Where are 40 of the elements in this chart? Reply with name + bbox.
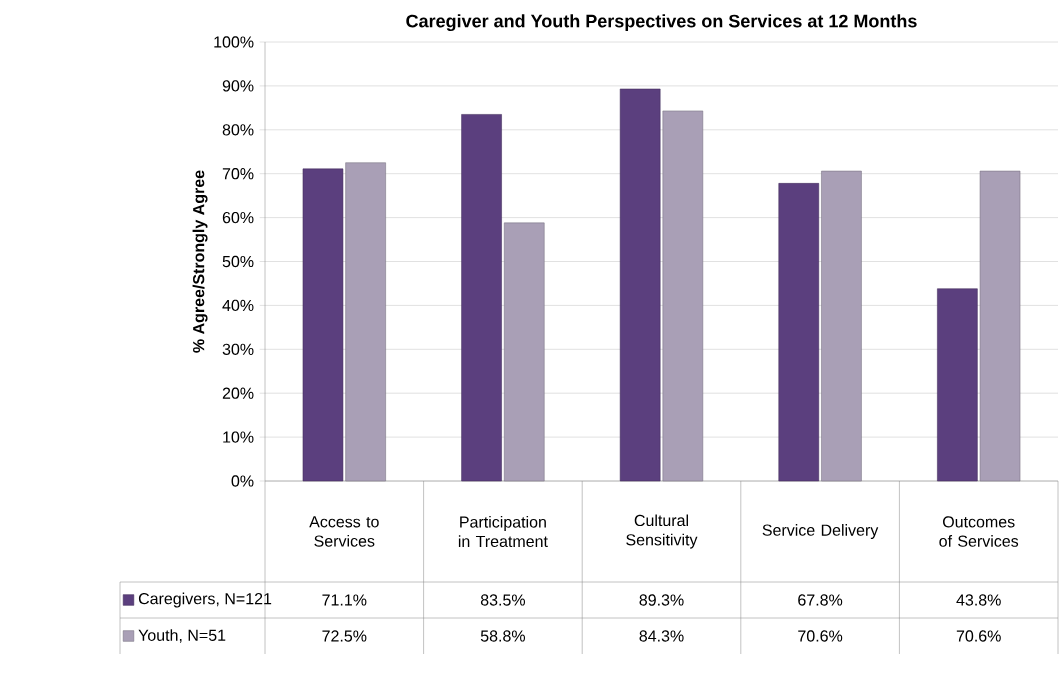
bar (937, 288, 978, 482)
x-tick-label: Access to Services (309, 516, 379, 547)
y-tick-label: 60% (222, 211, 254, 224)
data-label: 71.1% (322, 594, 367, 606)
data-label: 72.5% (322, 630, 367, 642)
data-label: 84.3% (639, 630, 684, 642)
data-label: 89.3% (639, 594, 684, 606)
bar (662, 110, 704, 482)
y-tick-label: 50% (222, 255, 254, 268)
x-tick-label: Outcomes of Services (939, 516, 1019, 547)
y-tick-label: 30% (222, 343, 254, 355)
y-tick-label: 80% (222, 124, 254, 136)
x-tick-label: Participation in Treatment (458, 515, 548, 548)
legend-label: Caregivers, N=121 (138, 592, 272, 608)
x-tick-label: Cultural Sensitivity (626, 514, 698, 549)
chart-title: Caregiver and Youth Perspectives on Services at 12 Months (406, 14, 917, 32)
x-tick-label: Service Delivery (762, 524, 879, 539)
y-axis-title: % Agree/Strongly Agree (192, 170, 208, 353)
bar (979, 170, 1021, 482)
data-label: 43.8% (956, 594, 1001, 606)
y-tick-label: 70% (222, 168, 254, 180)
y-tick-label: 40% (222, 299, 254, 312)
bar (345, 162, 386, 482)
bar (619, 88, 661, 482)
data-label: 70.6% (956, 630, 1001, 642)
y-tick-label: 10% (223, 431, 254, 443)
data-label: 67.8% (798, 594, 843, 606)
data-label: 70.6% (798, 630, 843, 642)
y-tick-label: 20% (222, 387, 254, 399)
bar (461, 114, 502, 482)
bar (821, 170, 862, 482)
y-tick-label: 0% (231, 475, 254, 487)
data-label: 83.5% (480, 594, 526, 606)
data-label: 58.8% (480, 630, 526, 642)
y-tick-label: 90% (222, 80, 254, 92)
y-tick-label: 100% (214, 36, 254, 48)
bar (302, 168, 344, 482)
bar (778, 183, 820, 482)
bar (503, 222, 545, 482)
legend-label: Youth, N=51 (138, 629, 226, 643)
